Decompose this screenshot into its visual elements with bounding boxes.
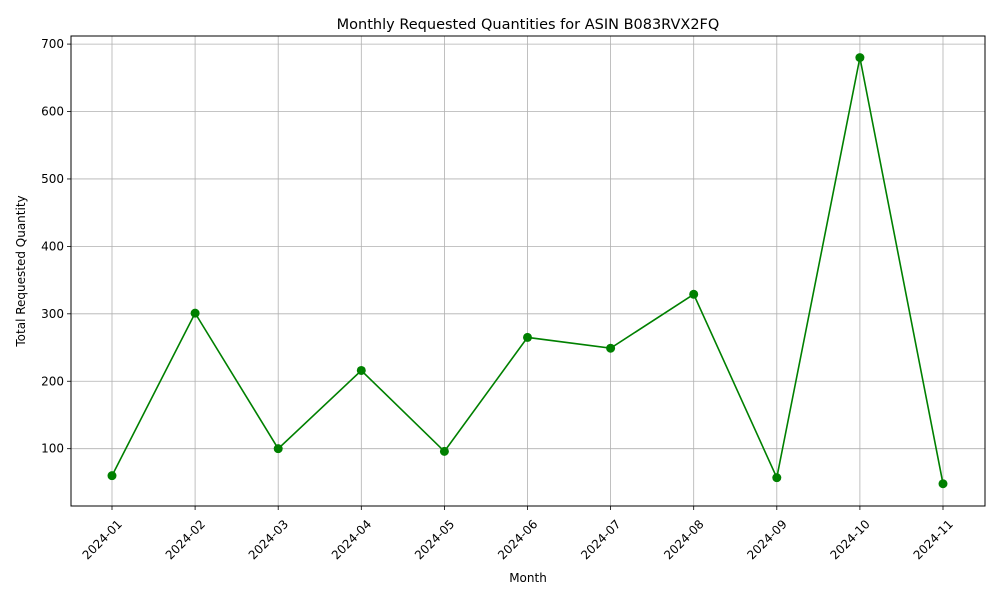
y-tick-label: 100 xyxy=(41,442,64,456)
x-tick-label: 2024-01 xyxy=(80,517,125,562)
y-tick-label: 700 xyxy=(41,37,64,51)
y-tick-label: 600 xyxy=(41,105,64,119)
y-tick-label: 400 xyxy=(41,239,64,253)
chart-title: Monthly Requested Quantities for ASIN B0… xyxy=(337,17,720,33)
grid-lines xyxy=(71,36,985,506)
data-point xyxy=(439,446,449,456)
x-tick-label: 2024-09 xyxy=(744,517,789,562)
x-tick-label: 2024-03 xyxy=(246,517,291,562)
x-tick-label: 2024-10 xyxy=(827,517,872,562)
x-tick-label: 2024-08 xyxy=(661,517,706,562)
data-point xyxy=(855,53,865,63)
data-point xyxy=(356,365,366,375)
x-tick-label: 2024-11 xyxy=(911,517,956,562)
y-tick-label: 500 xyxy=(41,172,64,186)
plot-frame xyxy=(70,35,986,507)
data-point xyxy=(938,479,948,489)
data-point xyxy=(689,289,699,299)
x-tick-label: 2024-04 xyxy=(329,517,374,562)
x-tick-label: 2024-06 xyxy=(495,517,540,562)
x-axis: 2024-01 2024-02 2024-03 2024-04 2024-05 2024-… xyxy=(80,506,956,562)
y-axis: 100 200 300 400 500 600 700 xyxy=(41,37,71,456)
data-point xyxy=(107,471,117,481)
y-axis-label: Total Requested Quantity xyxy=(14,195,28,347)
data-point xyxy=(273,444,283,454)
data-point xyxy=(606,343,616,353)
y-tick-label: 200 xyxy=(41,374,64,388)
data-point xyxy=(523,332,532,342)
x-axis-label: Month xyxy=(509,571,547,585)
x-tick-label: 2024-07 xyxy=(578,517,623,562)
data-point xyxy=(772,473,782,483)
data-point xyxy=(190,308,200,318)
y-tick-label: 300 xyxy=(41,307,64,321)
series-markers xyxy=(107,53,948,489)
x-tick-label: 2024-05 xyxy=(412,517,457,562)
x-tick-label: 2024-02 xyxy=(163,517,208,562)
